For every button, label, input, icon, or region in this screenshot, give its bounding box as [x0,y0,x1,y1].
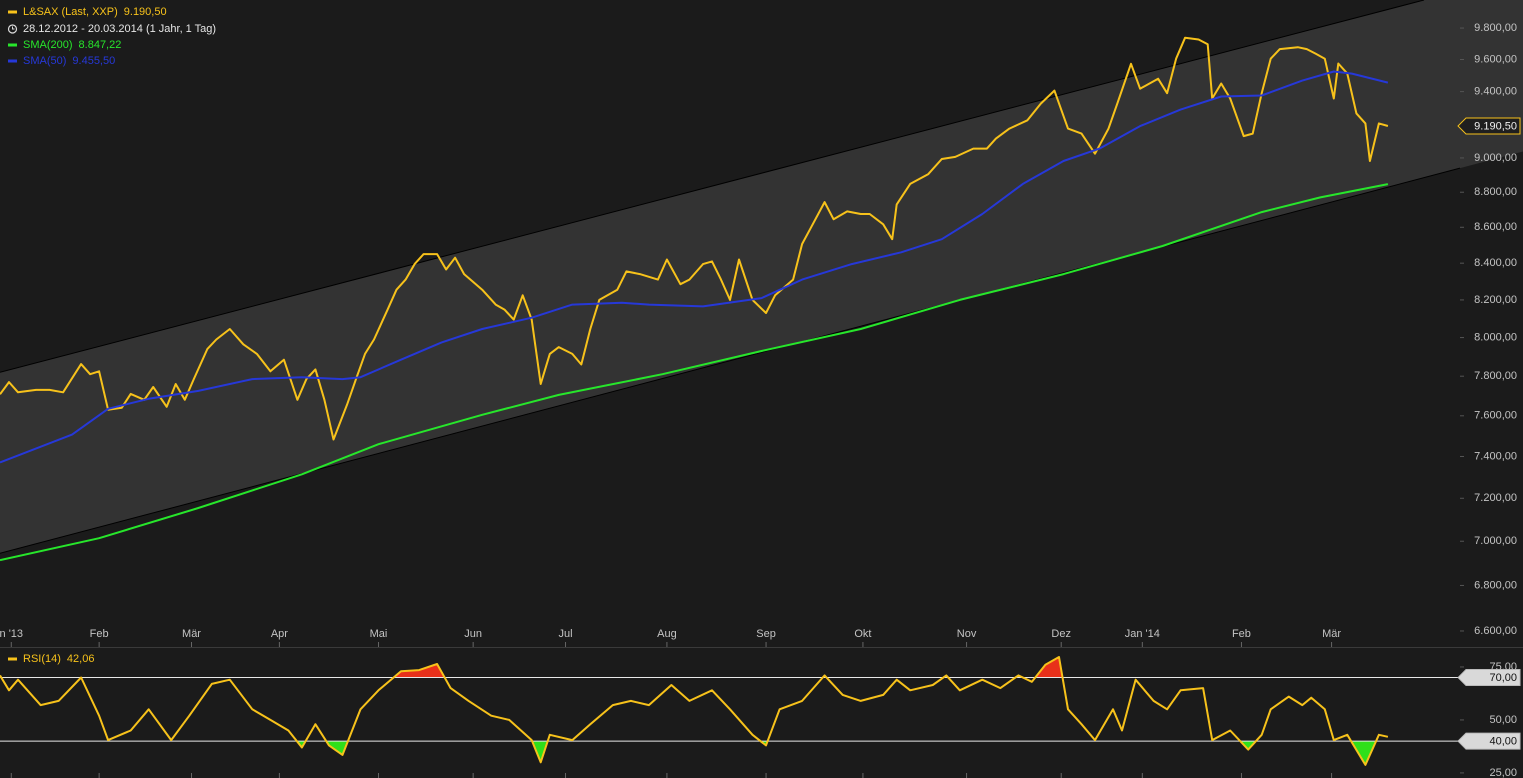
y-tick-label: 9.600,00 [1474,53,1517,65]
value-badge [1457,732,1521,750]
y-tick-label: 25,00 [1489,767,1517,778]
x-tick-label: Jun [464,628,482,640]
y-tick-label: 7.000,00 [1474,535,1517,547]
value-badge-label: 40,00 [1489,736,1517,748]
channel-upper [0,0,1425,373]
value-badge-label: 70,00 [1489,672,1517,684]
price-panel: 6.600,00 6.800,00 7.000,00 7.200,00 7.400,00… [0,0,1523,647]
x-tick-label: Jul [558,628,572,640]
legend-label: SMA(200) [23,39,73,51]
legend-label: RSI(14) [23,653,61,665]
y-tick-label: 7.600,00 [1474,410,1517,422]
x-tick-label: n '13 [0,628,23,640]
x-tick-label: Aug [657,628,677,640]
x-tick-label: Nov [957,628,977,640]
y-tick-label: 8.000,00 [1474,331,1517,343]
clock-icon [7,24,18,34]
date-range: 28.12.2012 - 20.03.2014 (1 Jahr, 1 Tag) [23,23,216,35]
y-tick-label: 50,00 [1489,714,1517,726]
level-fill [0,741,1388,765]
value-badge [1457,669,1521,687]
value-badge-label: 9.190,50 [1474,120,1517,132]
x-tick-label: Mär [1322,628,1341,640]
y-tick-label: 6.800,00 [1474,579,1517,591]
series-line [0,70,1389,464]
legend: 28.12.2012 - 20.03.2014 (1 Jahr, 1 Tag) … [7,6,216,67]
value-badge [1457,117,1521,135]
x-tick-label: Dez [1051,628,1071,640]
series-line [0,183,1389,562]
x-tick-label: Mai [370,628,388,640]
legend-value: 9.455,50 [72,55,115,67]
channel-area [0,0,1523,554]
x-tick-label: Jan '14 [1125,628,1160,640]
x-tick-label: Sep [756,628,776,640]
legend-value: 42,06 [67,653,95,665]
y-tick-label: 8.600,00 [1474,221,1517,233]
legend-label: L&SAX (Last, XXP) [23,6,118,18]
x-tick-label: Apr [271,628,288,640]
x-tick-label: Feb [90,628,109,640]
y-tick-label: 9.000,00 [1474,152,1517,164]
y-tick-label: 9.400,00 [1474,86,1517,98]
series-line [0,36,1389,441]
legend-value: 9.190,50 [124,6,167,18]
channel-lower [0,167,1461,554]
y-tick-label: 7.400,00 [1474,450,1517,462]
x-tick-label: Mär [182,628,201,640]
y-tick-label: 8.200,00 [1474,294,1517,306]
x-tick-label: Okt [854,628,871,640]
y-tick-label: 7.800,00 [1474,370,1517,382]
series-line [0,656,1389,766]
y-tick-label: 8.400,00 [1474,257,1517,269]
legend-value: 8.847,22 [79,39,122,51]
clock-hands [12,26,15,30]
y-tick-label: 6.600,00 [1474,625,1517,637]
y-tick-label: 9.800,00 [1474,22,1517,34]
y-tick-label: 7.200,00 [1474,492,1517,504]
x-tick-label: Feb [1232,628,1251,640]
y-tick-label: 8.800,00 [1474,186,1517,198]
legend-label: SMA(50) [23,55,66,67]
